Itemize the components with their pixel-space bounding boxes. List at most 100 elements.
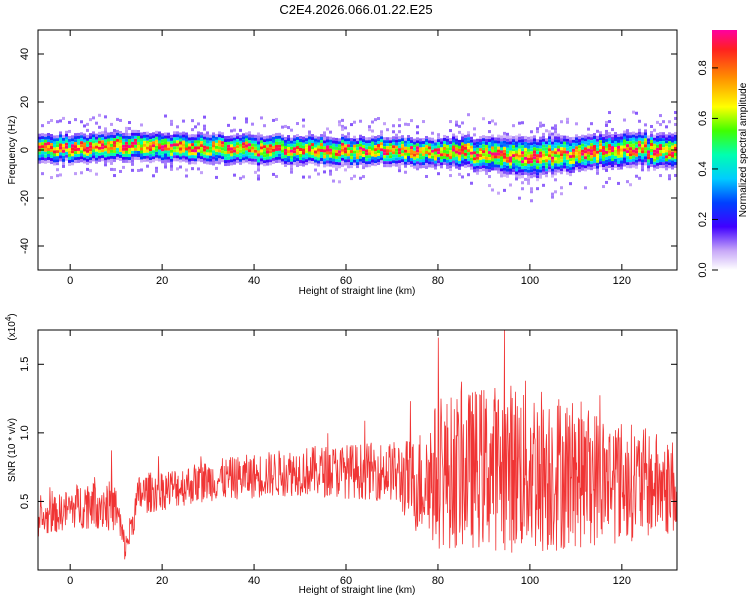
heatmap-cell — [665, 164, 668, 168]
heatmap-cell — [395, 139, 398, 143]
heatmap-cell — [218, 152, 221, 156]
heatmap-cell — [512, 169, 515, 173]
heatmap-cell — [638, 143, 641, 147]
heatmap-cell — [83, 148, 86, 152]
heatmap-cell — [557, 166, 560, 170]
heatmap-cell — [158, 155, 161, 159]
heatmap-cell — [641, 132, 644, 136]
heatmap-cell — [56, 135, 59, 139]
heatmap-cell — [671, 145, 674, 149]
heatmap-cell — [356, 150, 359, 154]
heatmap-cell — [473, 145, 476, 149]
heatmap-cell — [437, 142, 440, 146]
heatmap-cell — [185, 174, 188, 178]
heatmap-cell — [422, 156, 425, 160]
heatmap-cell — [644, 129, 647, 133]
heatmap-cell — [329, 136, 332, 140]
heatmap-cell — [188, 161, 191, 165]
heatmap-cell — [638, 158, 641, 162]
heatmap-cell — [110, 152, 113, 156]
heatmap-cell — [524, 147, 527, 151]
heatmap-cell — [455, 135, 458, 139]
heatmap-cell — [548, 145, 551, 149]
heatmap-cell — [296, 134, 299, 138]
heatmap-cell — [410, 164, 413, 168]
heatmap-cell — [440, 150, 443, 154]
heatmap-cell — [461, 142, 464, 146]
heatmap-cell — [365, 161, 368, 165]
heatmap-cell — [599, 164, 602, 168]
heatmap-cell — [275, 135, 278, 139]
heatmap-cell — [425, 135, 428, 139]
heatmap-cell — [446, 141, 449, 145]
heatmap-cell — [50, 152, 53, 156]
heatmap-cell — [167, 150, 170, 154]
heatmap-cell — [614, 161, 617, 165]
heatmap-cell — [164, 159, 167, 163]
heatmap-cell — [95, 160, 98, 164]
colorbar-tick-label: 0.8 — [697, 60, 709, 75]
heatmap-cell — [470, 148, 473, 152]
heatmap-cell — [497, 155, 500, 159]
heatmap-cell — [263, 163, 266, 167]
heatmap-cell — [230, 129, 233, 133]
heatmap-cell — [218, 146, 221, 150]
heatmap-cell — [317, 172, 320, 176]
heatmap-cell — [437, 136, 440, 140]
heatmap-cell — [506, 135, 509, 139]
heatmap-cell — [143, 149, 146, 153]
heatmap-cell — [305, 135, 308, 139]
heatmap-cell — [368, 140, 371, 144]
heatmap-cell — [416, 125, 419, 129]
heatmap-cell — [134, 156, 137, 160]
heatmap-cell — [605, 156, 608, 160]
heatmap-cell — [104, 130, 107, 134]
heatmap-cell — [461, 133, 464, 137]
heatmap-cell — [509, 171, 512, 175]
heatmap-cell — [245, 156, 248, 160]
heatmap-cell — [665, 155, 668, 159]
x-tick-label: 120 — [613, 575, 631, 587]
heatmap-cell — [437, 172, 440, 176]
heatmap-cell — [311, 158, 314, 162]
heatmap-cell — [569, 155, 572, 159]
heatmap-cell — [347, 156, 350, 160]
heatmap-cell — [671, 154, 674, 158]
heatmap-cell — [296, 155, 299, 159]
heatmap-cell — [533, 156, 536, 160]
heatmap-cell — [290, 146, 293, 150]
heatmap-cell — [515, 144, 518, 148]
heatmap-cell — [473, 163, 476, 167]
heatmap-cell — [332, 179, 335, 183]
heatmap-cell — [563, 168, 566, 172]
heatmap-cell — [662, 141, 665, 145]
heatmap-cell — [53, 141, 56, 145]
heatmap-cell — [206, 155, 209, 159]
heatmap-cell — [368, 164, 371, 168]
heatmap-cell — [122, 141, 125, 145]
heatmap-cell — [536, 145, 539, 149]
heatmap-cell — [155, 145, 158, 149]
heatmap-cell — [161, 136, 164, 140]
heatmap-cell — [239, 128, 242, 132]
heatmap-cell — [44, 139, 47, 143]
heatmap-cell — [467, 137, 470, 141]
heatmap-cell — [542, 150, 545, 154]
heatmap-cell — [326, 148, 329, 152]
heatmap-cell — [65, 130, 68, 134]
heatmap-cell — [80, 150, 83, 154]
heatmap-cell — [380, 133, 383, 137]
heatmap-cell — [461, 175, 464, 179]
heatmap-cell — [95, 154, 98, 158]
heatmap-cell — [233, 152, 236, 156]
heatmap-cell — [245, 135, 248, 139]
heatmap-cell — [560, 147, 563, 151]
heatmap-cell — [671, 163, 674, 167]
heatmap-cell — [401, 144, 404, 148]
heatmap-cell — [311, 137, 314, 141]
heatmap-cell — [344, 141, 347, 145]
heatmap-cell — [278, 147, 281, 151]
heatmap-cell — [254, 170, 257, 174]
heatmap-cell — [497, 143, 500, 147]
heatmap-cell — [461, 151, 464, 155]
